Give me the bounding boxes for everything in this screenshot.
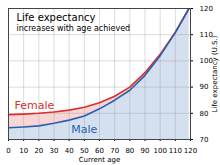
svg-text:Current age: Current age <box>79 156 121 164</box>
svg-text:50: 50 <box>80 147 89 155</box>
svg-text:40: 40 <box>65 147 74 155</box>
svg-text:Female: Female <box>15 99 55 112</box>
svg-text:0: 0 <box>6 147 10 155</box>
svg-text:120: 120 <box>184 147 197 155</box>
svg-text:increases with age achieved: increases with age achieved <box>17 24 131 33</box>
svg-text:10: 10 <box>19 147 28 155</box>
svg-text:70: 70 <box>110 147 119 155</box>
svg-text:60: 60 <box>95 147 104 155</box>
svg-text:20: 20 <box>34 147 43 155</box>
svg-text:Male: Male <box>71 123 97 136</box>
svg-text:110: 110 <box>169 147 182 155</box>
svg-text:70: 70 <box>200 136 209 144</box>
svg-text:110: 110 <box>199 30 213 39</box>
svg-text:120: 120 <box>200 5 213 13</box>
svg-text:Life expectancy (U.S.): Life expectancy (U.S.) <box>211 35 219 112</box>
svg-text:100: 100 <box>153 147 166 155</box>
svg-text:90: 90 <box>200 83 209 91</box>
svg-text:30: 30 <box>50 147 59 155</box>
svg-text:80: 80 <box>125 147 134 155</box>
svg-text:100: 100 <box>199 57 213 66</box>
svg-text:Life expectancy: Life expectancy <box>17 12 96 23</box>
svg-text:90: 90 <box>141 147 150 155</box>
svg-text:80: 80 <box>200 110 209 118</box>
